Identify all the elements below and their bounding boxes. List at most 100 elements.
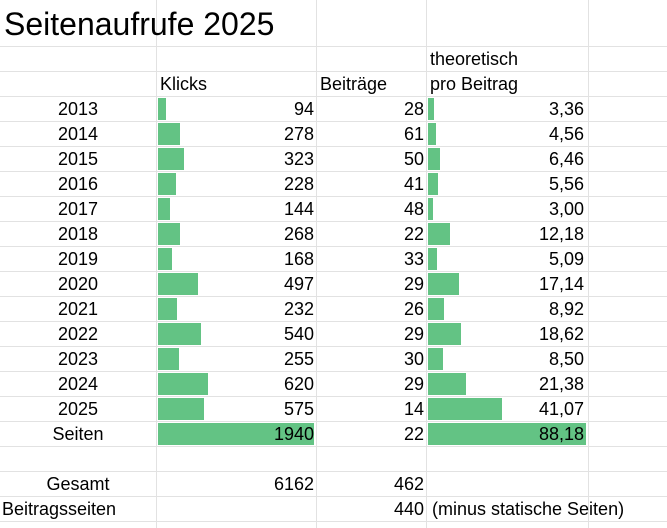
pro-beitrag-cell[interactable]: 18,62 — [538, 324, 584, 344]
klicks-data-bar — [158, 198, 170, 220]
grid-hline — [0, 396, 667, 397]
beitragsseiten-note[interactable]: (minus statische Seiten) — [432, 499, 625, 519]
klicks-cell[interactable]: 144 — [283, 199, 314, 219]
beitraege-cell[interactable]: 26 — [403, 299, 424, 319]
year-cell[interactable]: 2020 — [57, 274, 99, 294]
year-cell[interactable]: 2023 — [57, 349, 99, 369]
pro-beitrag-cell[interactable]: 17,14 — [538, 274, 584, 294]
header-theoretisch[interactable]: theoretisch — [430, 49, 519, 69]
grid-hline — [0, 71, 667, 72]
beitraege-cell[interactable]: 14 — [403, 399, 424, 419]
year-cell[interactable]: 2018 — [57, 224, 99, 244]
klicks-data-bar — [158, 323, 201, 345]
gesamt-klicks[interactable]: 6162 — [273, 474, 314, 494]
pro-beitrag-data-bar — [428, 248, 437, 270]
pro-beitrag-cell[interactable]: 5,09 — [548, 249, 584, 269]
pro-beitrag-data-bar — [428, 223, 450, 245]
beitragsseiten-value[interactable]: 440 — [393, 499, 424, 519]
beitraege-cell[interactable]: 22 — [403, 424, 424, 444]
beitragsseiten-label[interactable]: Beitragsseiten — [2, 499, 117, 519]
beitraege-cell[interactable]: 48 — [403, 199, 424, 219]
klicks-data-bar — [158, 273, 198, 295]
klicks-cell[interactable]: 228 — [283, 174, 314, 194]
header-pro-beitrag[interactable]: pro Beitrag — [430, 74, 519, 94]
year-cell[interactable]: 2021 — [57, 299, 99, 319]
klicks-cell[interactable]: 497 — [283, 274, 314, 294]
beitraege-cell[interactable]: 33 — [403, 249, 424, 269]
pro-beitrag-cell[interactable]: 41,07 — [538, 399, 584, 419]
beitraege-cell[interactable]: 29 — [403, 274, 424, 294]
grid-vline — [316, 0, 317, 528]
gesamt-beitraege[interactable]: 462 — [393, 474, 424, 494]
pro-beitrag-cell[interactable]: 88,18 — [538, 424, 584, 444]
sheet-title[interactable]: Seitenaufrufe 2025 — [4, 6, 275, 42]
header-beitraege[interactable]: Beiträge — [320, 74, 388, 94]
klicks-cell[interactable]: 575 — [283, 399, 314, 419]
klicks-data-bar — [158, 123, 180, 145]
pro-beitrag-cell[interactable]: 8,92 — [548, 299, 584, 319]
year-cell[interactable]: 2022 — [57, 324, 99, 344]
klicks-data-bar — [158, 173, 176, 195]
pro-beitrag-data-bar — [428, 173, 438, 195]
grid-hline — [0, 121, 667, 122]
grid-hline — [0, 296, 667, 297]
klicks-cell[interactable]: 540 — [283, 324, 314, 344]
klicks-cell[interactable]: 323 — [283, 149, 314, 169]
grid-vline — [588, 0, 589, 528]
grid-hline — [0, 46, 667, 47]
pro-beitrag-data-bar — [428, 373, 466, 395]
year-cell[interactable]: 2016 — [57, 174, 99, 194]
year-cell[interactable]: 2015 — [57, 149, 99, 169]
pro-beitrag-data-bar — [428, 198, 433, 220]
beitraege-cell[interactable]: 22 — [403, 224, 424, 244]
klicks-cell[interactable]: 268 — [283, 224, 314, 244]
grid-hline — [0, 246, 667, 247]
grid-hline — [0, 496, 667, 497]
year-cell[interactable]: 2025 — [57, 399, 99, 419]
pro-beitrag-data-bar — [428, 148, 440, 170]
pro-beitrag-cell[interactable]: 8,50 — [548, 349, 584, 369]
grid-hline — [0, 371, 667, 372]
pro-beitrag-cell[interactable]: 4,56 — [548, 124, 584, 144]
header-klicks[interactable]: Klicks — [160, 74, 208, 94]
klicks-data-bar — [158, 148, 184, 170]
klicks-cell[interactable]: 620 — [283, 374, 314, 394]
klicks-cell[interactable]: 168 — [283, 249, 314, 269]
klicks-cell[interactable]: 255 — [283, 349, 314, 369]
klicks-cell[interactable]: 94 — [293, 99, 314, 119]
grid-hline — [0, 446, 667, 447]
beitraege-cell[interactable]: 41 — [403, 174, 424, 194]
klicks-data-bar — [158, 298, 177, 320]
year-cell[interactable]: 2019 — [57, 249, 99, 269]
pro-beitrag-data-bar — [428, 348, 443, 370]
beitraege-cell[interactable]: 29 — [403, 324, 424, 344]
gesamt-label[interactable]: Gesamt — [46, 474, 110, 494]
pro-beitrag-cell[interactable]: 5,56 — [548, 174, 584, 194]
klicks-data-bar — [158, 223, 180, 245]
pro-beitrag-cell[interactable]: 12,18 — [538, 224, 584, 244]
grid-vline — [156, 0, 157, 528]
year-cell[interactable]: 2017 — [57, 199, 99, 219]
beitraege-cell[interactable]: 29 — [403, 374, 424, 394]
pro-beitrag-data-bar — [428, 98, 434, 120]
year-cell[interactable]: 2014 — [57, 124, 99, 144]
pro-beitrag-cell[interactable]: 6,46 — [548, 149, 584, 169]
beitraege-cell[interactable]: 61 — [403, 124, 424, 144]
year-cell[interactable]: 2024 — [57, 374, 99, 394]
beitraege-cell[interactable]: 28 — [403, 99, 424, 119]
beitraege-cell[interactable]: 30 — [403, 349, 424, 369]
klicks-cell[interactable]: 232 — [283, 299, 314, 319]
klicks-cell[interactable]: 278 — [283, 124, 314, 144]
klicks-data-bar — [158, 373, 208, 395]
klicks-cell[interactable]: 1940 — [273, 424, 314, 444]
beitraege-cell[interactable]: 50 — [403, 149, 424, 169]
klicks-data-bar — [158, 398, 204, 420]
year-cell[interactable]: Seiten — [52, 424, 104, 444]
pro-beitrag-data-bar — [428, 123, 436, 145]
grid-hline — [0, 146, 667, 147]
grid-hline — [0, 346, 667, 347]
year-cell[interactable]: 2013 — [57, 99, 99, 119]
pro-beitrag-cell[interactable]: 3,00 — [548, 199, 584, 219]
pro-beitrag-cell[interactable]: 3,36 — [548, 99, 584, 119]
pro-beitrag-cell[interactable]: 21,38 — [538, 374, 584, 394]
